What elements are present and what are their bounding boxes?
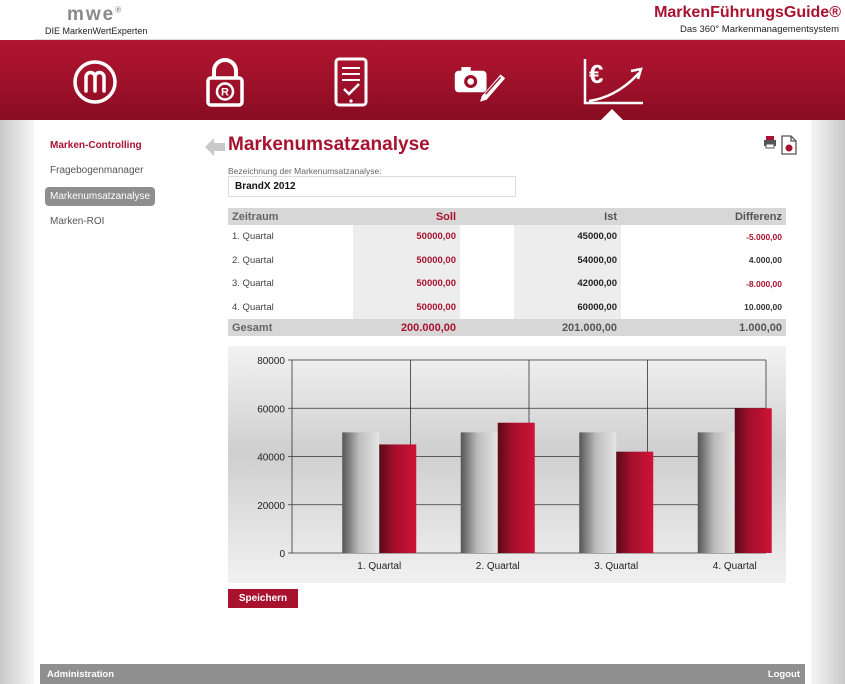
row-period: 1. Quartal bbox=[232, 231, 274, 243]
header-differenz: Differenz bbox=[621, 208, 786, 225]
pdf-export-icon[interactable] bbox=[780, 135, 798, 155]
soll-input[interactable]: 50000,00 bbox=[353, 225, 460, 249]
logo-subtitle: DIE MarkenWertExperten bbox=[45, 26, 148, 36]
total-diff: 1.000,00 bbox=[621, 319, 786, 336]
header-zeitraum: Zeitraum bbox=[228, 208, 353, 225]
sidebar-item-markenumsatzanalyse[interactable]: Markenumsatzanalyse bbox=[45, 187, 156, 206]
sidebar-item-marken-controlling[interactable]: Marken-Controlling bbox=[50, 140, 142, 151]
analysis-name-label: Bezeichnung der Markenumsatzanalyse: bbox=[228, 166, 382, 176]
table-row: 1. Quartal 50000,00 45000,00 -5.000,00 bbox=[228, 225, 786, 249]
page-title: Markenumsatzanalyse bbox=[228, 134, 430, 155]
x-tick-label: 4. Quartal bbox=[713, 561, 757, 572]
total-ist: 201.000,00 bbox=[514, 319, 621, 336]
ist-input[interactable]: 45000,00 bbox=[514, 225, 621, 249]
bar-soll bbox=[579, 432, 617, 553]
analysis-name-input[interactable] bbox=[228, 176, 516, 197]
y-tick-label: 20000 bbox=[257, 501, 285, 512]
revenue-chart: 0 20000 40000 60000 80000 1. Quartal 2. Quarta… bbox=[228, 346, 786, 583]
logout-link[interactable]: Logout bbox=[767, 669, 800, 680]
total-label: Gesamt bbox=[228, 319, 353, 336]
nav-band bbox=[0, 40, 845, 120]
print-icon[interactable] bbox=[763, 135, 777, 149]
bar-soll bbox=[342, 432, 380, 553]
footer: Administration Logout bbox=[40, 664, 805, 684]
y-tick-label: 0 bbox=[279, 549, 285, 560]
row-period: 4. Quartal bbox=[232, 301, 274, 313]
soll-input[interactable]: 50000,00 bbox=[353, 248, 460, 272]
soll-input[interactable]: 50000,00 bbox=[353, 272, 460, 296]
mwe-logo[interactable]: mwe® bbox=[67, 4, 124, 25]
y-tick-label: 40000 bbox=[257, 453, 285, 464]
header-soll: Soll bbox=[353, 208, 460, 225]
side-gradient-left bbox=[0, 40, 34, 684]
row-diff: -5.000,00 bbox=[746, 231, 782, 242]
bar-ist bbox=[734, 408, 772, 553]
bar-soll bbox=[697, 432, 735, 553]
table-row: 2. Quartal 50000,00 54000,00 4.000,00 bbox=[228, 248, 786, 272]
camera-pencil-icon[interactable] bbox=[452, 56, 508, 108]
row-diff: -8.000,00 bbox=[746, 278, 782, 289]
lock-registered-icon[interactable]: R bbox=[197, 56, 253, 108]
back-arrow-icon[interactable] bbox=[205, 138, 225, 156]
top-bar: mwe® DIE MarkenWertExperten MarkenFührun… bbox=[34, 0, 841, 40]
x-tick-label: 1. Quartal bbox=[357, 561, 401, 572]
table-row: 4. Quartal 50000,00 60000,00 10.000,00 bbox=[228, 295, 786, 319]
sidebar: Marken-Controlling Fragebogenmanager Mar… bbox=[45, 136, 205, 237]
side-gradient-right bbox=[811, 40, 845, 684]
bar-soll bbox=[460, 432, 498, 553]
bar-ist bbox=[497, 422, 535, 553]
sidebar-item-marken-roi[interactable]: Marken-ROI bbox=[50, 216, 105, 227]
x-tick-label: 3. Quartal bbox=[594, 561, 638, 572]
tablet-checklist-icon[interactable] bbox=[323, 56, 379, 108]
brand-subtitle: Das 360° Markenmanagementsystem bbox=[679, 24, 839, 35]
euro-chart-icon[interactable]: € bbox=[580, 56, 646, 108]
table-row: 3. Quartal 50000,00 42000,00 -8.000,00 bbox=[228, 272, 786, 296]
revenue-table: Zeitraum Soll Ist Differenz 1. Quartal 5… bbox=[228, 208, 786, 336]
soll-input[interactable]: 50000,00 bbox=[353, 295, 460, 319]
header-ist: Ist bbox=[514, 208, 621, 225]
x-tick-label: 2. Quartal bbox=[476, 561, 520, 572]
active-nav-pointer bbox=[601, 109, 623, 120]
row-diff: 10.000,00 bbox=[744, 302, 782, 313]
svg-text:€: € bbox=[589, 59, 603, 89]
brand-m-icon[interactable] bbox=[67, 56, 123, 108]
y-tick-label: 80000 bbox=[257, 356, 285, 367]
row-period: 3. Quartal bbox=[232, 278, 274, 290]
admin-link[interactable]: Administration bbox=[47, 669, 115, 680]
row-period: 2. Quartal bbox=[232, 254, 274, 266]
y-tick-label: 60000 bbox=[257, 404, 285, 415]
ist-input[interactable]: 42000,00 bbox=[514, 272, 621, 296]
chart-svg: 0 20000 40000 60000 80000 1. Quartal 2. Quarta… bbox=[257, 356, 772, 572]
ist-input[interactable]: 54000,00 bbox=[514, 248, 621, 272]
table-header-row: Zeitraum Soll Ist Differenz bbox=[228, 208, 786, 225]
total-soll: 200.000,00 bbox=[353, 319, 460, 336]
sidebar-item-fragebogenmanager[interactable]: Fragebogenmanager bbox=[50, 165, 144, 176]
bar-ist bbox=[379, 444, 417, 553]
ist-input[interactable]: 60000,00 bbox=[514, 295, 621, 319]
svg-text:R: R bbox=[221, 87, 229, 99]
total-row: Gesamt 200.000,00 201.000,00 1.000,00 bbox=[228, 319, 786, 336]
save-button[interactable]: Speichern bbox=[228, 589, 298, 608]
row-diff: 4.000,00 bbox=[748, 255, 782, 266]
bar-ist bbox=[616, 451, 654, 553]
brand-title: MarkenFührungsGuide® bbox=[654, 4, 841, 21]
toolbar bbox=[763, 135, 798, 155]
